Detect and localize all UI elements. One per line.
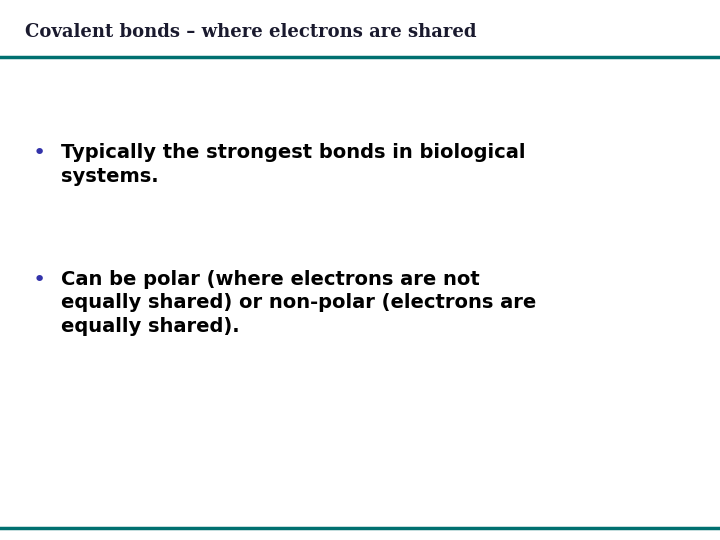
Text: •: • bbox=[33, 143, 46, 163]
Text: •: • bbox=[33, 270, 46, 290]
Text: Can be polar (where electrons are not
equally shared) or non-polar (electrons ar: Can be polar (where electrons are not eq… bbox=[61, 270, 536, 336]
Text: Typically the strongest bonds in biological
systems.: Typically the strongest bonds in biologi… bbox=[61, 143, 526, 186]
Text: Covalent bonds – where electrons are shared: Covalent bonds – where electrons are sha… bbox=[25, 23, 477, 40]
